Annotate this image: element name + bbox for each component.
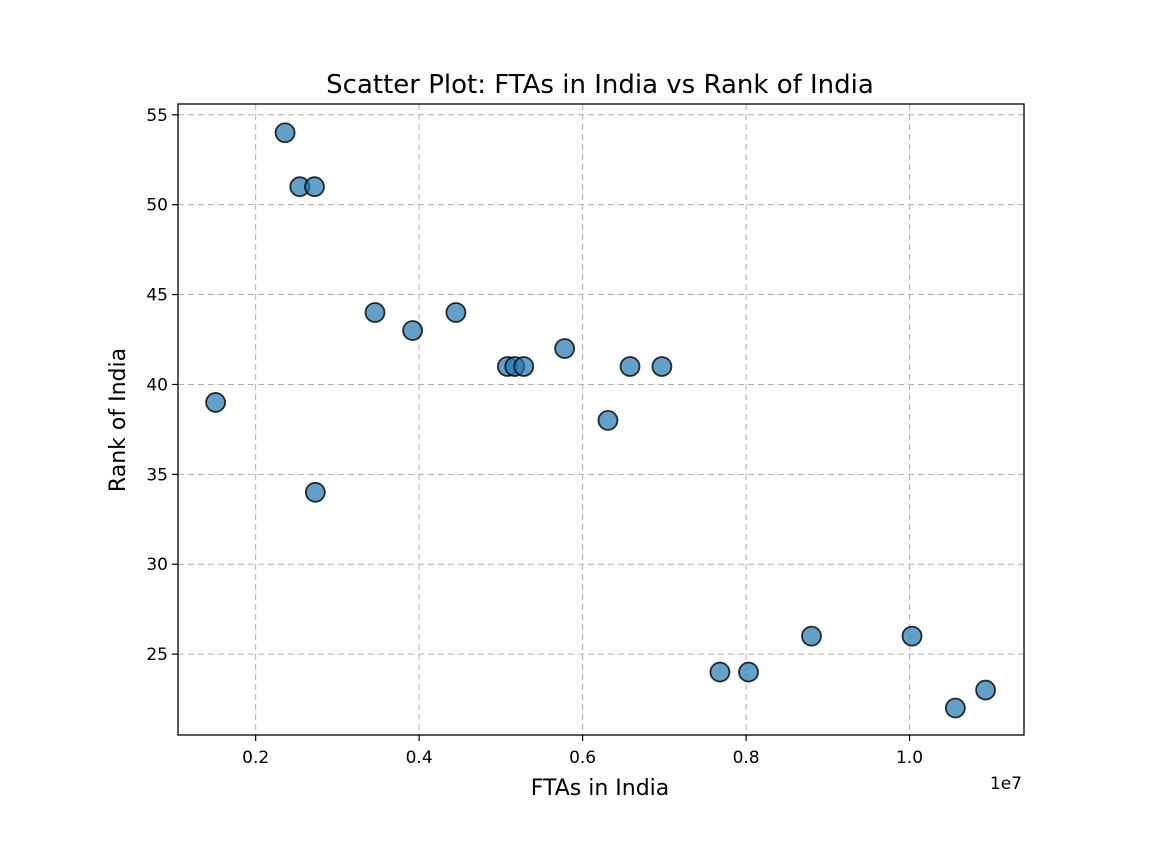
y-tick-label: 35: [146, 465, 168, 485]
data-point: [709, 661, 731, 683]
y-tick-label: 30: [146, 555, 168, 575]
x-axis-ticks: 0.2 0.4 0.6 0.8 1.0: [242, 735, 923, 768]
data-point: [801, 625, 822, 647]
y-axis-ticks: 25 30 35 40 45 50 55: [146, 106, 178, 665]
data-point: [205, 392, 227, 413]
data-point: [554, 338, 576, 359]
y-tick-label: 40: [146, 375, 168, 395]
data-point: [975, 679, 996, 701]
data-point: [304, 481, 326, 503]
x-tick-label: 0.2: [242, 748, 269, 768]
data-point: [445, 302, 467, 323]
data-point: [738, 661, 759, 683]
data-point: [304, 176, 325, 198]
plot-frame: [177, 103, 1025, 736]
grid-lines: [178, 104, 1024, 735]
x-axis-offset-label: 1e7: [990, 774, 1022, 794]
data-point: [274, 122, 296, 144]
chart-title: Scatter Plot: FTAs in India vs Rank of I…: [326, 70, 874, 100]
data-point: [364, 302, 386, 323]
data-point: [402, 320, 423, 341]
x-axis-label: FTAs in India: [531, 776, 670, 801]
x-tick-label: 1.0: [896, 748, 923, 768]
y-axis-label: Rank of India: [106, 348, 131, 492]
data-point: [651, 356, 673, 377]
y-tick-label: 50: [146, 196, 168, 216]
data-points: [205, 122, 996, 719]
data-point: [619, 356, 641, 377]
data-point: [513, 356, 535, 377]
x-tick-label: 0.8: [733, 748, 760, 768]
x-tick-label: 0.4: [406, 748, 433, 768]
y-tick-label: 45: [146, 286, 168, 306]
y-tick-label: 25: [146, 645, 168, 665]
y-tick-label: 55: [146, 106, 168, 126]
x-tick-label: 0.6: [569, 748, 596, 768]
data-point: [944, 697, 966, 719]
data-point: [597, 409, 619, 431]
data-point: [901, 625, 923, 647]
